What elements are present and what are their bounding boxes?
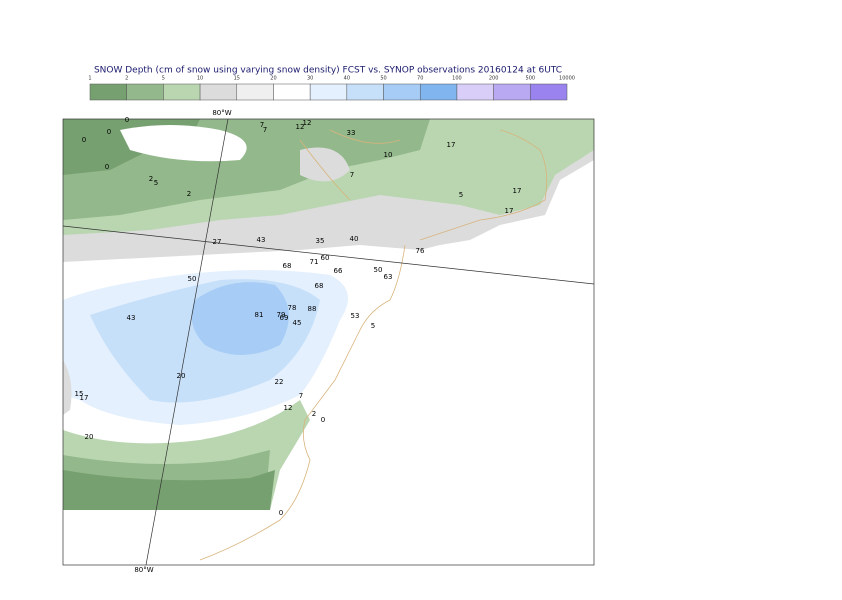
meridian-label: 80°W [134, 566, 153, 574]
observation: 27 [213, 238, 222, 246]
colorbar-swatch [383, 83, 421, 101]
observation: 81 [255, 311, 264, 319]
observation: 20 [85, 433, 94, 441]
observation: 79 [277, 311, 286, 319]
observation: 88 [308, 305, 317, 313]
observation: 68 [315, 282, 324, 290]
map-frame [62, 118, 595, 566]
observation: 7 [350, 171, 354, 179]
observation: 68 [283, 262, 292, 270]
observation: 5 [371, 322, 375, 330]
observation: 35 [316, 237, 325, 245]
observation: 10 [384, 151, 393, 159]
observation: 15 [75, 390, 84, 398]
observation: 66 [334, 267, 343, 275]
observation: 0 [105, 163, 109, 171]
observation: 17 [505, 207, 514, 215]
observation: 71 [310, 258, 319, 266]
colorbar-label: 10000 [559, 76, 575, 82]
observation: 12 [284, 404, 293, 412]
colorbar-swatch [126, 83, 164, 101]
colorbar-swatch [530, 83, 568, 101]
observation: 50 [188, 275, 197, 283]
colorbar-label: 2 [125, 76, 128, 82]
observation: 33 [347, 129, 356, 137]
observation: 60 [321, 254, 330, 262]
colorbar-swatch [309, 83, 348, 101]
observation: 0 [125, 116, 129, 124]
colorbar-swatch [199, 83, 238, 101]
colorbar-label: 500 [526, 76, 536, 82]
observation: 7 [299, 392, 303, 400]
observation: 53 [351, 312, 360, 320]
colorbar-swatch [419, 83, 458, 101]
observation: 20 [177, 372, 186, 380]
observation: 45 [293, 319, 302, 327]
colorbar-label: 10 [197, 76, 203, 82]
observation: 43 [127, 314, 136, 322]
colorbar-swatch [89, 83, 127, 101]
observation: 17 [513, 187, 522, 195]
colorbar-label: 5 [162, 76, 165, 82]
observation: 12 [296, 123, 305, 131]
colorbar-swatch [346, 83, 384, 101]
colorbar-label: 30 [307, 76, 313, 82]
observation: 17 [80, 394, 89, 402]
observation: 69 [280, 314, 289, 322]
observation: 7 [263, 126, 267, 134]
observation: 17 [447, 141, 456, 149]
colorbar-label: 70 [417, 76, 423, 82]
observation: 78 [288, 304, 297, 312]
observation: 22 [275, 378, 284, 386]
observation: 76 [416, 247, 425, 255]
observation: 43 [257, 236, 266, 244]
observation: 40 [350, 235, 359, 243]
colorbar-label: 200 [489, 76, 499, 82]
observation: 5 [154, 179, 158, 187]
colorbar-swatch [236, 83, 274, 101]
colorbar-swatch [493, 83, 531, 101]
colorbar: 1 2 5 10 15 20 30 40 50 70 100 200 500 10000 [88, 76, 575, 101]
observation: 5 [459, 191, 463, 199]
observation: 2 [187, 190, 191, 198]
colorbar-label: 20 [270, 76, 276, 82]
observation: 7 [260, 121, 264, 129]
colorbar-label: 1 [88, 76, 91, 82]
colorbar-swatch [456, 83, 494, 101]
colorbar-label: 100 [452, 76, 462, 82]
observation: 0 [279, 509, 283, 517]
meridian-label: 80°W [212, 109, 231, 117]
observation: 63 [384, 273, 393, 281]
map [63, 119, 594, 565]
colorbar-label: 50 [380, 76, 386, 82]
title: SNOW Depth (cm of snow using varying sno… [94, 66, 562, 76]
observation: 0 [321, 416, 325, 424]
colorbar-label: 15 [234, 76, 240, 82]
observation: 2 [312, 410, 316, 418]
observation: 50 [374, 266, 383, 274]
observation: 0 [82, 136, 86, 144]
observation: 12 [303, 119, 312, 127]
colorbar-swatch [163, 83, 201, 101]
observation: 2 [149, 175, 153, 183]
colorbar-label: 40 [344, 76, 350, 82]
colorbar-swatch [273, 83, 311, 101]
observation: 0 [107, 128, 111, 136]
